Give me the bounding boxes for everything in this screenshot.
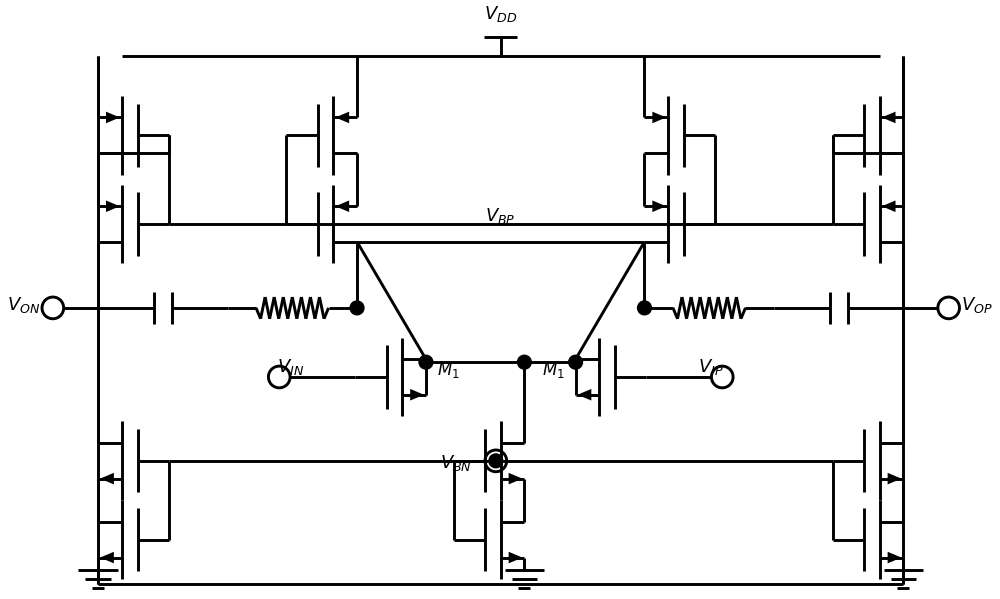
- Text: $V_{BN}$: $V_{BN}$: [440, 453, 472, 473]
- Polygon shape: [100, 552, 114, 563]
- Polygon shape: [509, 473, 522, 485]
- Text: $V_{IN}$: $V_{IN}$: [277, 357, 304, 377]
- Circle shape: [638, 301, 651, 315]
- Polygon shape: [335, 201, 349, 212]
- Polygon shape: [509, 552, 522, 563]
- Text: $M_1$: $M_1$: [437, 360, 459, 380]
- Polygon shape: [106, 201, 120, 212]
- Polygon shape: [578, 389, 591, 401]
- Circle shape: [569, 355, 582, 369]
- Text: $V_{ON}$: $V_{ON}$: [7, 295, 40, 315]
- Circle shape: [350, 301, 364, 315]
- Circle shape: [517, 355, 531, 369]
- Text: $V_{BP}$: $V_{BP}$: [485, 206, 516, 226]
- Circle shape: [489, 454, 503, 468]
- Polygon shape: [106, 111, 120, 123]
- Text: $V_{IP}$: $V_{IP}$: [698, 357, 723, 377]
- Polygon shape: [888, 473, 901, 485]
- Polygon shape: [888, 552, 901, 563]
- Polygon shape: [335, 111, 349, 123]
- Polygon shape: [100, 473, 114, 485]
- Text: $M_1$: $M_1$: [542, 360, 565, 380]
- Text: $\mathit{V}_{DD}$: $\mathit{V}_{DD}$: [484, 4, 517, 24]
- Polygon shape: [882, 111, 896, 123]
- Polygon shape: [652, 111, 666, 123]
- Circle shape: [419, 355, 433, 369]
- Polygon shape: [882, 201, 896, 212]
- Text: $V_{OP}$: $V_{OP}$: [961, 295, 993, 315]
- Polygon shape: [410, 389, 424, 401]
- Polygon shape: [652, 201, 666, 212]
